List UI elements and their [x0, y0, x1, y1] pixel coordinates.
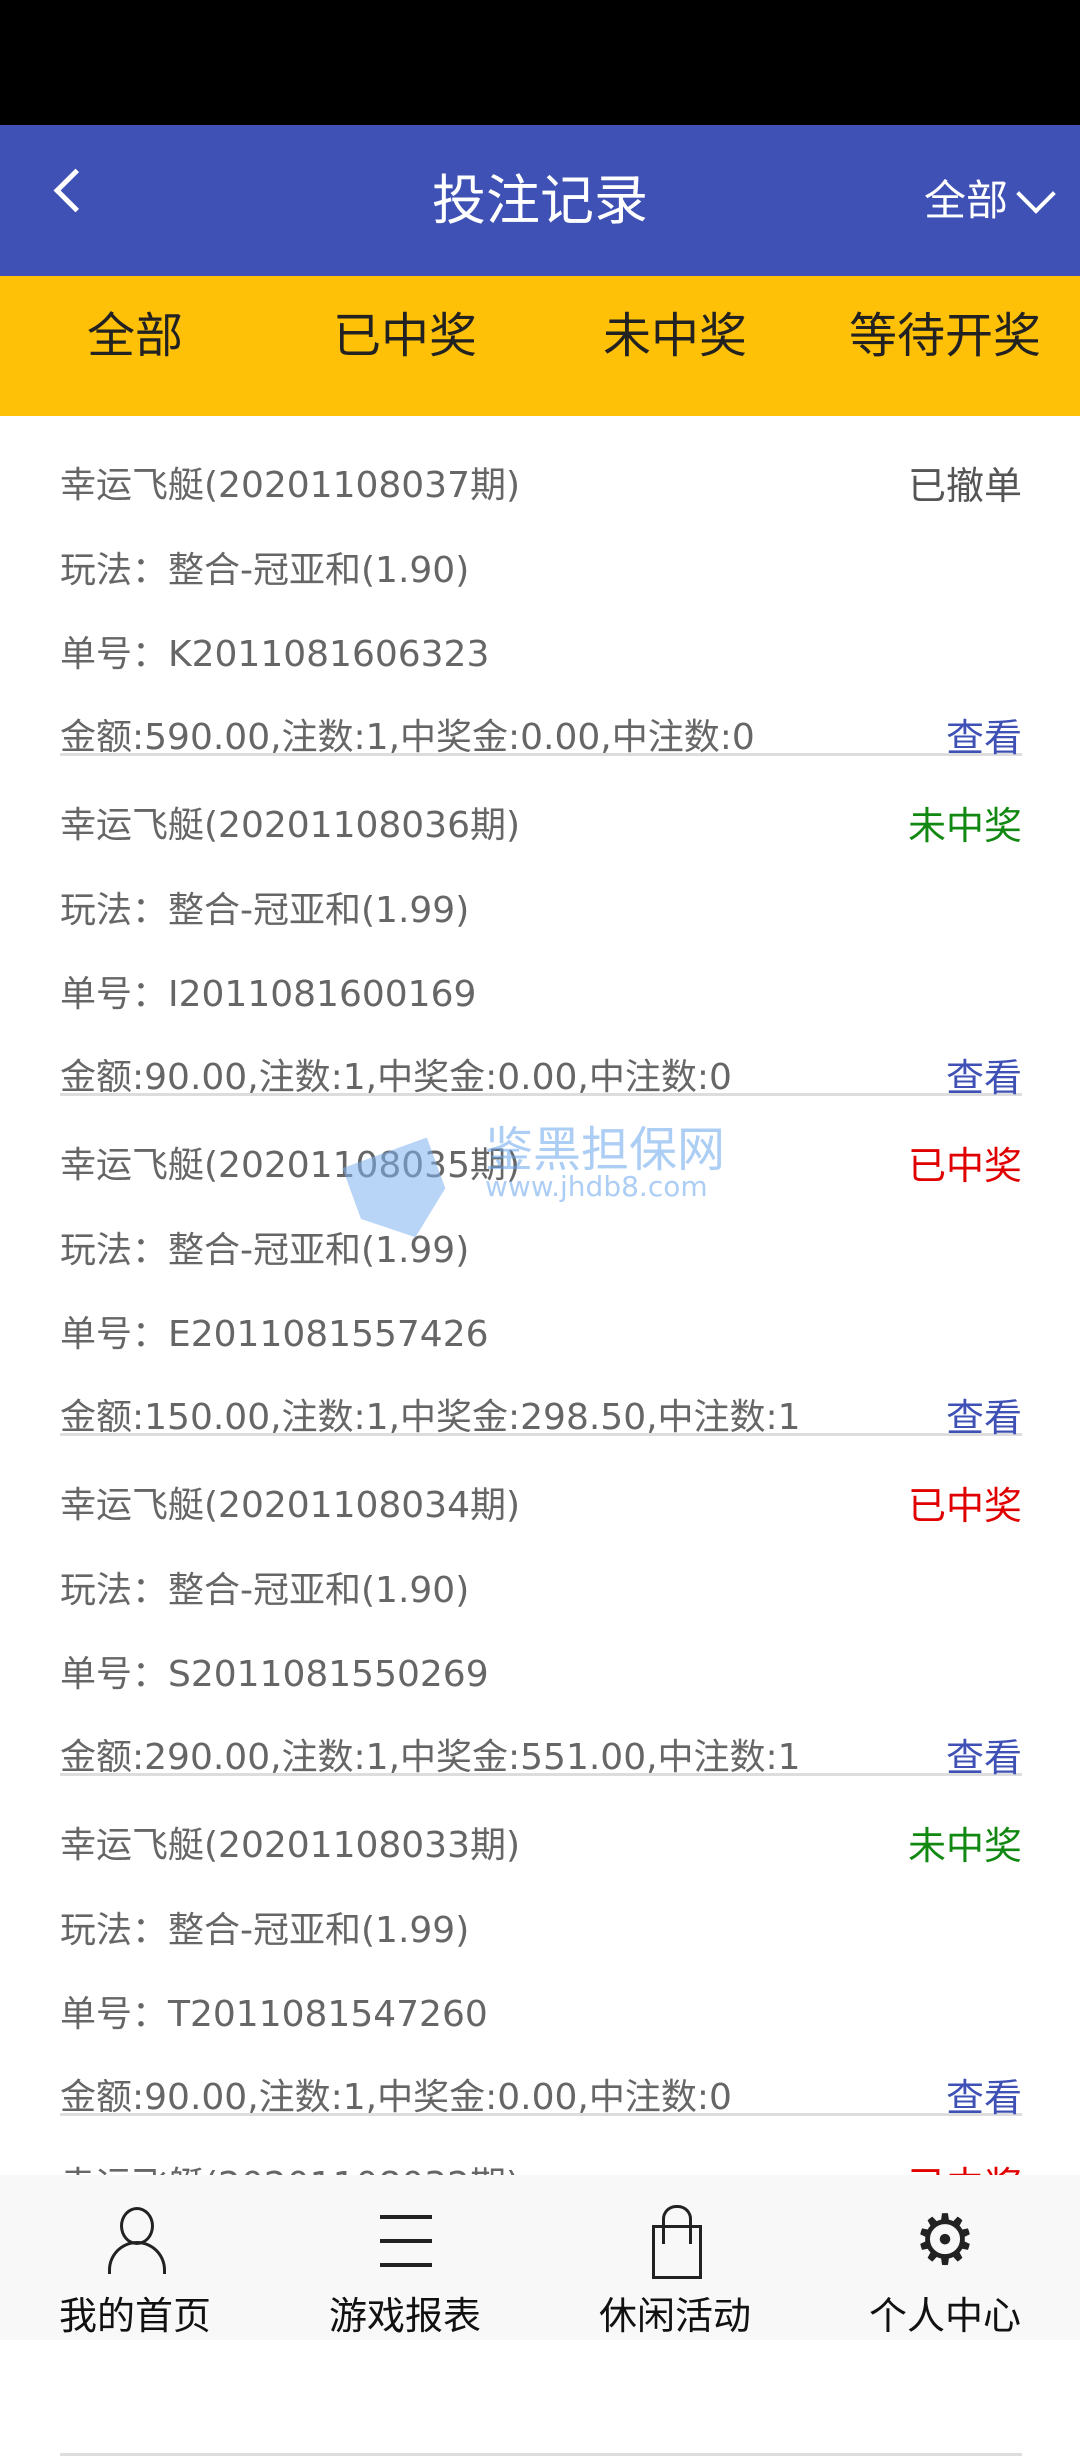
- record-summary-row: 金额:590.00,注数:1,中奖金:0.00,中注数:0 查看: [60, 696, 1022, 780]
- record-status: 未中奖: [907, 804, 1022, 848]
- nav-home[interactable]: 我的首页: [0, 2175, 270, 2340]
- record-summary: 金额:90.00,注数:1,中奖金:0.00,中注数:0: [60, 2077, 732, 2118]
- bet-record-item: 幸运飞艇(20201108034期) 已中奖玩法：整合-冠亚和(1.90) 单号…: [60, 1436, 1022, 1780]
- record-order-number: 单号：T2011081547260: [60, 1994, 488, 2035]
- bottom-nav: 我的首页 游戏报表 休闲活动 ⚙ 个人中心: [0, 2175, 1080, 2340]
- bag-icon: [640, 2205, 710, 2279]
- record-status: 已中奖: [907, 1144, 1022, 1188]
- view-button[interactable]: 查看: [945, 1396, 1022, 1440]
- record-summary-row: 金额:290.00,注数:1,中奖金:551.00,中注数:1 查看: [60, 1716, 1022, 1800]
- record-title: 幸运飞艇(20201108037期): [60, 465, 521, 506]
- record-order-number: 单号：S2011081550269: [60, 1654, 489, 1695]
- record-summary: 金额:590.00,注数:1,中奖金:0.00,中注数:0: [60, 717, 755, 758]
- record-order-number: 单号：K2011081606323: [60, 634, 490, 675]
- status-tabs: 全部 已中奖 未中奖 等待开奖: [0, 276, 1080, 416]
- record-title-row: 幸运飞艇(20201108033期) 未中奖: [60, 1804, 1022, 1888]
- nav-label: 休闲活动: [598, 2294, 751, 2338]
- record-title-row: 幸运飞艇(20201108036期) 未中奖: [60, 784, 1022, 868]
- status-bar: [0, 0, 1080, 125]
- record-summary: 金额:290.00,注数:1,中奖金:551.00,中注数:1: [60, 1737, 801, 1778]
- nav-personal-center[interactable]: ⚙ 个人中心: [810, 2175, 1080, 2340]
- record-status: 未中奖: [907, 1824, 1022, 1868]
- record-summary: 金额:150.00,注数:1,中奖金:298.50,中注数:1: [60, 1397, 801, 1438]
- bet-record-item: 幸运飞艇(20201108035期) 已中奖玩法：整合-冠亚和(1.99) 单号…: [60, 1096, 1022, 1440]
- bet-record-list: 幸运飞艇(20201108037期) 已撤单玩法：整合-冠亚和(1.90) 单号…: [60, 416, 1022, 2456]
- nav-label: 我的首页: [58, 2294, 211, 2338]
- bet-record-item: 幸运飞艇(20201108037期) 已撤单玩法：整合-冠亚和(1.90) 单号…: [60, 416, 1022, 760]
- tab-pending[interactable]: 等待开奖: [848, 308, 1041, 364]
- nav-label: 个人中心: [868, 2294, 1021, 2338]
- record-title-row: 幸运飞艇(20201108037期) 已撤单: [60, 444, 1022, 528]
- record-title-row: 幸运飞艇(20201108035期) 已中奖: [60, 1124, 1022, 1208]
- page-title: 投注记录: [432, 169, 648, 232]
- tab-lost[interactable]: 未中奖: [602, 308, 747, 364]
- record-play: 玩法：整合-冠亚和(1.99): [60, 1910, 470, 1951]
- record-summary: 金额:90.00,注数:1,中奖金:0.00,中注数:0: [60, 1057, 732, 1098]
- view-button[interactable]: 查看: [945, 716, 1022, 760]
- tab-all[interactable]: 全部: [86, 308, 183, 364]
- chevron-down-icon: [1016, 173, 1056, 214]
- record-play: 玩法：整合-冠亚和(1.99): [60, 890, 470, 931]
- bet-record-item: 幸运飞艇(20201108033期) 未中奖玩法：整合-冠亚和(1.99) 单号…: [60, 1776, 1022, 2120]
- record-status: 已撤单: [907, 464, 1022, 508]
- record-title: 幸运飞艇(20201108034期): [60, 1485, 521, 1526]
- record-summary-row: 金额:150.00,注数:1,中奖金:298.50,中注数:1 查看: [60, 1376, 1022, 1460]
- record-title: 幸运飞艇(20201108036期): [60, 805, 521, 846]
- filter-label: 全部: [923, 176, 1008, 225]
- record-summary-row: 金额:90.00,注数:1,中奖金:0.00,中注数:0 查看: [60, 2056, 1022, 2140]
- record-play: 玩法：整合-冠亚和(1.90): [60, 1570, 470, 1611]
- view-button[interactable]: 查看: [945, 2076, 1022, 2120]
- record-order-number: 单号：E2011081557426: [60, 1314, 489, 1355]
- list-icon: [370, 2205, 440, 2279]
- record-order-number: 单号：I2011081600169: [60, 974, 477, 1015]
- view-button[interactable]: 查看: [945, 1736, 1022, 1780]
- bet-record-item: 幸运飞艇(20201108036期) 未中奖玩法：整合-冠亚和(1.99) 单号…: [60, 756, 1022, 1100]
- record-play: 玩法：整合-冠亚和(1.90): [60, 550, 470, 591]
- record-summary-row: 金额:90.00,注数:1,中奖金:0.00,中注数:0 查看: [60, 1036, 1022, 1120]
- record-title: 幸运飞艇(20201108035期): [60, 1145, 521, 1186]
- record-play: 玩法：整合-冠亚和(1.99): [60, 1230, 470, 1271]
- tab-won[interactable]: 已中奖: [332, 308, 477, 364]
- record-status: 已中奖: [907, 1484, 1022, 1528]
- record-title-row: 幸运飞艇(20201108034期) 已中奖: [60, 1464, 1022, 1548]
- nav-activities[interactable]: 休闲活动: [540, 2175, 810, 2340]
- nav-game-report[interactable]: 游戏报表: [270, 2175, 540, 2340]
- record-title: 幸运飞艇(20201108033期): [60, 1825, 521, 1866]
- header: 投注记录 全部: [0, 125, 1080, 276]
- gear-icon: ⚙: [913, 2199, 977, 2281]
- nav-label: 游戏报表: [328, 2294, 481, 2338]
- view-button[interactable]: 查看: [945, 1056, 1022, 1100]
- filter-dropdown[interactable]: 全部: [923, 125, 1056, 276]
- person-icon: [100, 2205, 170, 2279]
